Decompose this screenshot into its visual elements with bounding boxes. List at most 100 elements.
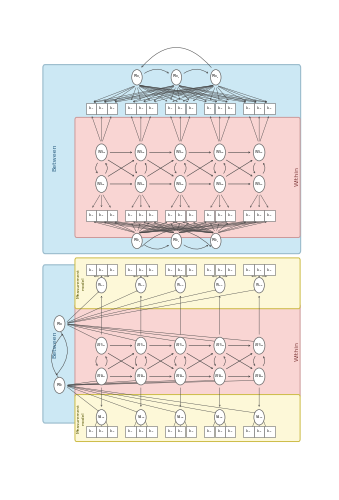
FancyBboxPatch shape (136, 210, 146, 221)
Text: $b_{b3}$: $b_{b3}$ (148, 428, 155, 435)
Text: $b_{b1}$: $b_{b1}$ (127, 428, 134, 435)
FancyBboxPatch shape (225, 102, 235, 114)
Text: $b_{a1}$: $b_{a1}$ (127, 104, 134, 112)
FancyBboxPatch shape (225, 264, 235, 276)
Circle shape (136, 278, 146, 293)
Text: $b_{b2}$: $b_{b2}$ (256, 428, 262, 435)
Circle shape (211, 70, 221, 85)
Circle shape (175, 176, 186, 192)
Circle shape (254, 410, 264, 425)
Text: $b_{a2}$: $b_{a2}$ (177, 104, 183, 112)
Circle shape (96, 144, 107, 161)
Text: WFA$_{b5}$: WFA$_{b5}$ (254, 372, 264, 380)
FancyBboxPatch shape (86, 426, 96, 436)
Text: $b_{b1}$: $b_{b1}$ (166, 428, 173, 435)
Text: $b_{a1}$: $b_{a1}$ (88, 104, 94, 112)
Text: $b_{a3}$: $b_{a3}$ (187, 104, 194, 112)
Circle shape (175, 410, 185, 425)
Text: $b_{a2}$: $b_{a2}$ (256, 266, 262, 274)
Text: WFS$_{a3}$: WFS$_{a3}$ (175, 342, 185, 349)
FancyBboxPatch shape (96, 426, 107, 436)
Text: $b_{a1}$: $b_{a1}$ (206, 104, 213, 112)
Text: $b_{b3}$: $b_{b3}$ (109, 428, 115, 435)
Text: $b_{b1}$: $b_{b1}$ (206, 212, 213, 220)
FancyBboxPatch shape (225, 426, 235, 436)
Circle shape (54, 377, 65, 394)
FancyBboxPatch shape (204, 264, 214, 276)
Text: $b_{b3}$: $b_{b3}$ (148, 212, 155, 220)
FancyBboxPatch shape (107, 210, 117, 221)
Text: WS$_{b2}$: WS$_{b2}$ (136, 180, 146, 188)
FancyBboxPatch shape (165, 426, 175, 436)
Circle shape (214, 144, 225, 161)
FancyBboxPatch shape (204, 102, 214, 114)
Text: $b_{a3}$: $b_{a3}$ (266, 104, 273, 112)
Circle shape (214, 368, 225, 385)
FancyBboxPatch shape (125, 210, 136, 221)
FancyBboxPatch shape (243, 102, 254, 114)
Text: Within: Within (295, 341, 300, 361)
Text: FS$_{a1}$: FS$_{a1}$ (97, 282, 106, 289)
FancyBboxPatch shape (186, 210, 196, 221)
Text: Between: Between (53, 330, 58, 358)
Text: WS$_{a4}$: WS$_{a4}$ (215, 148, 225, 156)
Text: FS$_{a2}$: FS$_{a2}$ (137, 282, 145, 289)
Text: $b_{b2}$: $b_{b2}$ (217, 212, 223, 220)
FancyBboxPatch shape (264, 210, 275, 221)
Text: $b_{a3}$: $b_{a3}$ (148, 104, 155, 112)
FancyBboxPatch shape (43, 265, 88, 423)
FancyBboxPatch shape (75, 304, 300, 398)
Circle shape (254, 278, 264, 293)
FancyBboxPatch shape (136, 102, 146, 114)
FancyBboxPatch shape (186, 102, 196, 114)
Circle shape (135, 337, 147, 354)
FancyBboxPatch shape (146, 102, 157, 114)
Text: $b_{a2}$: $b_{a2}$ (177, 266, 183, 274)
FancyBboxPatch shape (243, 264, 254, 276)
Text: $b_{a3}$: $b_{a3}$ (187, 266, 194, 274)
FancyBboxPatch shape (175, 426, 185, 436)
Text: WFS$_{a4}$: WFS$_{a4}$ (215, 342, 225, 349)
Text: RI$_{b_3}$: RI$_{b_3}$ (212, 237, 220, 245)
FancyBboxPatch shape (225, 210, 235, 221)
FancyBboxPatch shape (175, 210, 185, 221)
FancyBboxPatch shape (43, 64, 301, 254)
FancyBboxPatch shape (96, 210, 107, 221)
FancyBboxPatch shape (243, 426, 254, 436)
FancyBboxPatch shape (146, 210, 157, 221)
Text: Measurement
model: Measurement model (77, 268, 85, 298)
FancyBboxPatch shape (107, 102, 117, 114)
Text: FS$_{a3}$: FS$_{a3}$ (176, 282, 185, 289)
Circle shape (54, 316, 65, 332)
Text: WS$_{a1}$: WS$_{a1}$ (97, 148, 106, 156)
Text: RI$_{a_1}$: RI$_{a_1}$ (133, 74, 141, 82)
FancyBboxPatch shape (186, 426, 196, 436)
Circle shape (171, 233, 182, 248)
Text: WFA$_{b4}$: WFA$_{b4}$ (215, 372, 225, 380)
Text: WFS$_{a1}$: WFS$_{a1}$ (96, 342, 107, 349)
Text: $b_{b3}$: $b_{b3}$ (109, 212, 115, 220)
Text: $b_{b2}$: $b_{b2}$ (256, 212, 262, 220)
Text: FA$_{b5}$: FA$_{b5}$ (255, 414, 263, 421)
FancyBboxPatch shape (136, 264, 146, 276)
FancyBboxPatch shape (75, 258, 300, 308)
FancyBboxPatch shape (107, 426, 117, 436)
FancyBboxPatch shape (75, 118, 300, 238)
FancyBboxPatch shape (86, 210, 96, 221)
FancyBboxPatch shape (254, 102, 264, 114)
FancyBboxPatch shape (146, 426, 157, 436)
Text: $b_{b1}$: $b_{b1}$ (206, 428, 213, 435)
Text: $b_{a2}$: $b_{a2}$ (138, 104, 144, 112)
Text: RI$_{a_3}$: RI$_{a_3}$ (212, 74, 220, 82)
Text: $b_{a3}$: $b_{a3}$ (109, 266, 115, 274)
Text: RI$_b$: RI$_b$ (56, 382, 63, 389)
Text: $b_{b2}$: $b_{b2}$ (98, 428, 105, 435)
Text: $b_{b2}$: $b_{b2}$ (217, 428, 223, 435)
FancyBboxPatch shape (125, 264, 136, 276)
Circle shape (132, 233, 142, 248)
FancyBboxPatch shape (165, 102, 175, 114)
Text: WS$_{b1}$: WS$_{b1}$ (97, 180, 106, 188)
Text: $b_{a2}$: $b_{a2}$ (98, 104, 105, 112)
Circle shape (253, 144, 265, 161)
Text: $b_{a3}$: $b_{a3}$ (109, 104, 115, 112)
